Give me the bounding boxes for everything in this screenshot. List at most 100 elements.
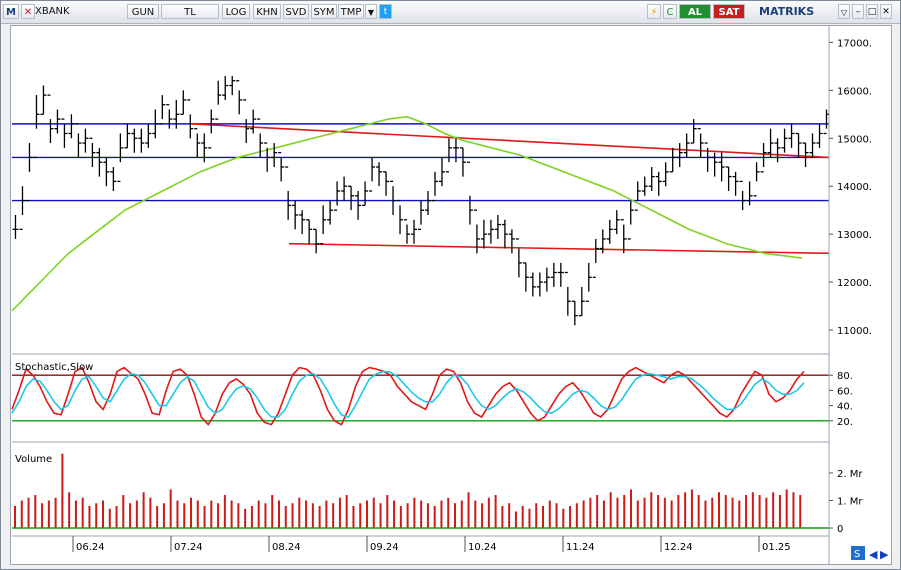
volume-bar[interactable] [447,497,450,528]
volume-bar[interactable] [54,497,57,528]
volume-bar[interactable] [663,497,666,528]
moving-average-line[interactable] [11,115,803,312]
volume-bar[interactable] [799,495,802,528]
volume-bar[interactable] [257,500,260,529]
volume-bar[interactable] [399,506,402,528]
volume-bar[interactable] [704,500,707,529]
stochastic-k-line[interactable] [11,366,805,426]
volume-bar[interactable] [203,506,206,528]
volume-bar[interactable] [338,497,341,528]
volume-bar[interactable] [460,500,463,529]
volume-bar[interactable] [575,503,578,528]
volume-bar[interactable] [636,500,639,529]
volume-bar[interactable] [718,492,720,528]
volume-bar[interactable] [677,495,680,528]
volume-bar[interactable] [291,503,294,528]
tb-tmp-button[interactable]: TMP [338,4,364,19]
dropdown-arrow-icon[interactable]: ▼ [365,4,377,19]
volume-bar[interactable] [413,497,416,528]
stochastic-chart[interactable] [11,366,829,426]
buy-button[interactable]: AL [679,4,711,19]
volume-bar[interactable] [643,497,646,528]
volume-bar[interactable] [521,506,524,528]
volume-bar[interactable] [406,503,409,528]
volume-bar[interactable] [81,497,84,528]
volume-bar[interactable] [372,497,375,528]
volume-bar[interactable] [616,497,619,528]
volume-bar[interactable] [318,506,321,528]
volume-bar[interactable] [555,503,558,528]
tb-log-button[interactable]: LOG [222,4,250,19]
reload-icon[interactable] [851,546,865,560]
volume-bar[interactable] [535,503,538,528]
volume-bar[interactable] [115,506,118,528]
volume-bar[interactable] [758,495,761,528]
symbol-name[interactable]: XBANK [35,6,70,17]
volume-bar[interactable] [494,495,497,528]
volume-bar[interactable] [41,503,44,528]
volume-bar[interactable] [345,495,348,528]
volume-bar[interactable] [657,495,660,528]
logo-button[interactable]: M [3,4,19,19]
volume-bar[interactable] [47,500,50,529]
volume-bar[interactable] [474,500,477,529]
volume-bar[interactable] [190,497,192,528]
volume-bar[interactable] [386,495,389,528]
volume-bar[interactable] [366,500,368,529]
volume-bar[interactable] [454,503,456,528]
scroll-right-icon[interactable]: ▶ [880,548,889,561]
trend-line[interactable] [190,123,830,159]
volume-bar[interactable] [670,500,673,529]
volume-bar[interactable] [650,492,653,528]
volume-bar[interactable] [74,500,77,529]
volume-bar[interactable] [772,492,775,528]
volume-bar[interactable] [487,497,490,528]
volume-bar[interactable] [514,511,517,529]
volume-bar[interactable] [440,500,443,529]
volume-bar[interactable] [156,506,159,528]
volume-bar[interactable] [162,503,165,528]
volume-bar[interactable] [379,503,382,528]
volume-bar[interactable] [426,503,429,528]
volume-bar[interactable] [108,508,111,528]
volume-bar[interactable] [122,495,125,528]
volume-bar[interactable] [305,500,308,529]
volume-bar[interactable] [20,500,23,529]
volume-bar[interactable] [548,500,551,529]
volume-bar[interactable] [528,508,531,528]
settings-icon[interactable]: ▽ [838,4,850,19]
volume-bar[interactable] [508,503,511,528]
volume-bar[interactable] [569,506,572,528]
minimize-icon[interactable]: – [852,4,864,19]
trend-line[interactable] [288,242,830,255]
volume-bar[interactable] [284,506,287,528]
volume-bar[interactable] [271,495,274,528]
tb-khn-button[interactable]: KHN [253,4,281,19]
volume-bar[interactable] [244,508,247,528]
volume-bar[interactable] [731,497,734,528]
volume-bar[interactable] [711,497,714,528]
maximize-icon[interactable]: □ [866,4,878,19]
volume-bar[interactable] [210,500,213,529]
volume-bar[interactable] [433,506,436,528]
volume-bar[interactable] [596,495,599,528]
lightning-icon[interactable]: ⚡ [647,4,661,19]
volume-bar[interactable] [311,503,314,528]
scroll-controls[interactable]: S ◀ ▶ [851,546,889,561]
volume-bar[interactable] [690,489,693,529]
volume-bar[interactable] [298,497,301,528]
volume-bar[interactable] [393,500,396,529]
sell-button[interactable]: SAT [713,4,745,19]
volume-bar[interactable] [501,506,504,528]
volume-bar[interactable] [602,500,605,529]
volume-bar[interactable] [467,492,470,528]
volume-bar[interactable] [176,500,179,529]
volume-bar[interactable] [420,500,423,529]
volume-bar[interactable] [738,500,741,529]
volume-bar[interactable] [237,503,240,528]
volume-bar[interactable] [582,500,585,529]
refresh-icon[interactable]: C [663,4,677,19]
volume-bar[interactable] [27,497,30,528]
volume-bar[interactable] [169,489,172,529]
volume-bar[interactable] [352,506,355,528]
